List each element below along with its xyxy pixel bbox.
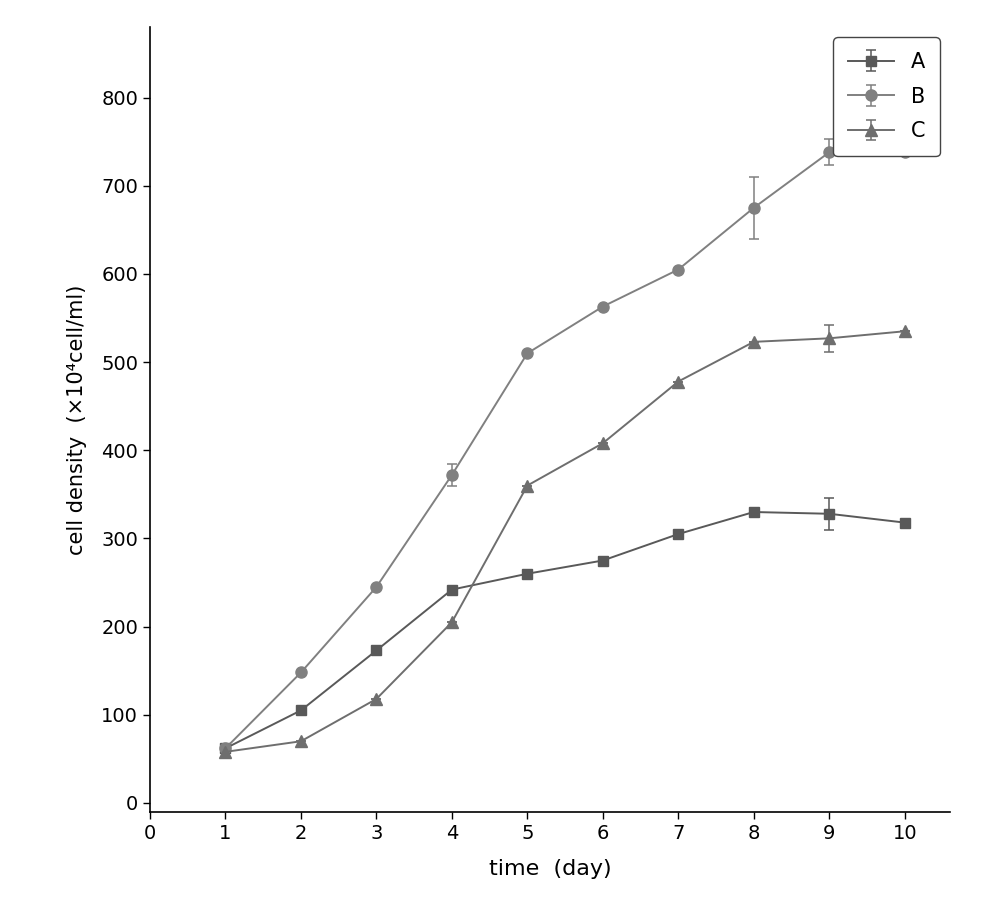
Legend: A, B, C: A, B, C [833,38,940,156]
X-axis label: time  (day): time (day) [489,860,611,879]
Y-axis label: cell density  (×10⁴cell/ml): cell density (×10⁴cell/ml) [67,284,87,555]
